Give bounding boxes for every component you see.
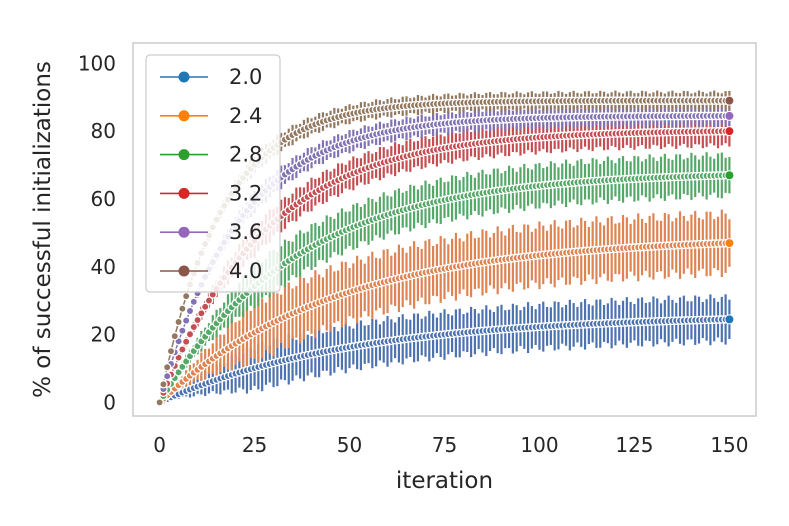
x-tick-label: 75	[432, 433, 457, 457]
y-axis-label: % of successful initializations	[30, 61, 56, 398]
data-point	[181, 291, 191, 301]
y-tick-label: 100	[78, 51, 116, 75]
legend-frame	[145, 54, 281, 293]
data-point	[193, 315, 202, 325]
endpoint-marker	[724, 314, 735, 325]
legend-marker	[178, 149, 190, 161]
legend-label: 2.4	[229, 104, 262, 128]
legend-label: 2.8	[229, 143, 262, 167]
endpoint-marker	[724, 95, 735, 106]
legend-label: 2.0	[229, 65, 262, 89]
x-axis-label: iteration	[396, 468, 493, 494]
data-point	[174, 317, 183, 327]
legend-marker	[178, 110, 190, 122]
legend-label: 4.0	[229, 259, 262, 283]
data-point	[162, 362, 172, 372]
x-axis-ticks: 0 25 50 75 100 125 150	[153, 433, 748, 457]
x-tick-label: 150	[710, 433, 748, 457]
data-point	[181, 337, 191, 346]
data-point	[166, 346, 176, 356]
y-tick-label: 20	[91, 323, 116, 347]
y-axis-ticks: 0 20 40 60 80 100	[78, 51, 116, 414]
data-point	[204, 296, 214, 305]
legend-label: 3.6	[229, 220, 262, 244]
data-point	[189, 297, 199, 307]
x-tick-label: 25	[242, 433, 267, 457]
legend-marker	[178, 71, 190, 83]
legend-label: 3.2	[229, 181, 262, 205]
x-tick-label: 50	[337, 433, 362, 457]
data-point	[181, 316, 191, 325]
data-point	[189, 322, 199, 332]
x-tick-label: 100	[520, 433, 558, 457]
endpoint-marker	[724, 110, 735, 121]
legend: 2.0 2.4 2.8 3.2 3.6 4.0	[145, 54, 281, 293]
y-tick-label: 40	[91, 255, 116, 279]
data-point	[162, 371, 172, 381]
data-point	[185, 329, 195, 339]
y-tick-label: 60	[91, 187, 116, 211]
data-point	[178, 326, 187, 335]
y-tick-label: 80	[91, 119, 116, 143]
endpoint-marker	[724, 170, 735, 181]
data-point	[200, 302, 210, 312]
data-point	[178, 304, 187, 313]
data-point	[185, 306, 195, 316]
data-point	[178, 345, 187, 354]
data-point	[159, 380, 168, 389]
legend-marker	[178, 187, 190, 199]
legend-marker	[178, 265, 190, 277]
data-point	[155, 398, 164, 407]
endpoint-marker	[724, 238, 735, 249]
x-tick-label: 0	[153, 433, 166, 457]
data-point	[197, 309, 206, 318]
y-tick-label: 0	[103, 390, 116, 414]
endpoint-marker	[724, 126, 735, 137]
data-point	[170, 331, 180, 341]
x-tick-label: 125	[615, 433, 653, 457]
legend-marker	[178, 226, 190, 238]
